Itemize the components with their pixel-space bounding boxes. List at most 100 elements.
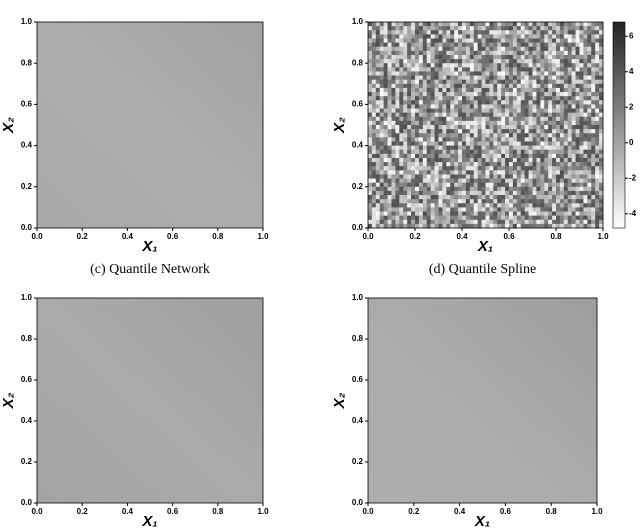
- heatmap-cell: [567, 170, 572, 175]
- heatmap-cell: [587, 129, 592, 134]
- heatmap-cell: [368, 96, 373, 101]
- heatmap-cell: [454, 71, 459, 76]
- heatmap-cell: [473, 87, 478, 93]
- heatmap-cell: [446, 79, 451, 85]
- heatmap-cell: [497, 30, 502, 35]
- heatmap-cell: [415, 59, 420, 64]
- heatmap-cell: [591, 108, 596, 113]
- heatmap-cell: [426, 219, 431, 225]
- heatmap-cell: [548, 104, 553, 109]
- heatmap-cell: [426, 170, 431, 175]
- heatmap-cell: [509, 178, 514, 183]
- heatmap-cell: [458, 22, 463, 27]
- heatmap-cell: [481, 120, 486, 126]
- heatmap-cell: [599, 157, 604, 163]
- heatmap-cell: [556, 22, 561, 27]
- heatmap-cell: [430, 195, 435, 200]
- heatmap-cell: [509, 141, 514, 146]
- heatmap-cell: [579, 87, 584, 93]
- heatmap-cell: [462, 67, 467, 72]
- heatmap-cell: [446, 108, 451, 113]
- heatmap-cell: [481, 170, 486, 175]
- heatmap-cell: [575, 174, 580, 179]
- heatmap-cell: [505, 178, 510, 183]
- heatmap-cell: [379, 50, 384, 56]
- heatmap-cell: [387, 223, 392, 229]
- heatmap-cell: [375, 38, 381, 43]
- heatmap-cell: [575, 157, 580, 163]
- heatmap-cell: [559, 141, 565, 146]
- heatmap-cell: [368, 203, 373, 208]
- heatmap-cell: [516, 137, 522, 142]
- heatmap-cell: [563, 215, 569, 221]
- heatmap-cell: [411, 178, 416, 183]
- heatmap-cell: [528, 87, 533, 93]
- heatmap-cell: [399, 149, 404, 155]
- heatmap-cell: [532, 141, 537, 146]
- heatmap-cell: [368, 50, 373, 56]
- heatmap-cell: [520, 182, 525, 188]
- heatmap-cell: [512, 42, 518, 48]
- heatmap-cell: [379, 30, 384, 35]
- heatmap-cell: [387, 203, 392, 208]
- heatmap-cell: [501, 190, 506, 196]
- heatmap-cell: [567, 178, 572, 183]
- heatmap-cell: [407, 96, 412, 101]
- heatmap-cell: [438, 215, 443, 221]
- heatmap-cell: [465, 145, 471, 151]
- heatmap-cell: [540, 223, 545, 229]
- heatmap-cell: [512, 223, 518, 229]
- heatmap-cell: [383, 203, 388, 208]
- heatmap-cell: [430, 54, 435, 60]
- heatmap-cell: [579, 112, 584, 118]
- heatmap-cell: [528, 211, 533, 216]
- heatmap-cell: [469, 38, 475, 43]
- heatmap-cell: [528, 174, 533, 179]
- heatmap-cell: [383, 207, 388, 212]
- heatmap-cell: [548, 199, 553, 204]
- heatmap-cell: [544, 59, 549, 64]
- heatmap-cell: [375, 22, 381, 27]
- heatmap-cell: [583, 215, 588, 221]
- heatmap-cell: [462, 166, 467, 171]
- heatmap-cell: [528, 63, 533, 68]
- heatmap-cell: [438, 195, 443, 200]
- heatmap-cell: [501, 26, 506, 31]
- heatmap-cell: [415, 116, 420, 122]
- heatmap-cell: [458, 54, 463, 60]
- heatmap-cell: [418, 92, 424, 97]
- heatmap-cell: [548, 190, 553, 196]
- heatmap-cell: [434, 79, 439, 85]
- heatmap-cell: [532, 50, 537, 56]
- heatmap-cell: [422, 50, 428, 56]
- heatmap-cell: [548, 211, 553, 216]
- heatmap-cell: [434, 83, 439, 89]
- heatmap-cell: [509, 190, 514, 196]
- heatmap-cell: [442, 133, 447, 138]
- heatmap-cell: [595, 157, 600, 163]
- heatmap-cell: [368, 30, 373, 35]
- heatmap-cell: [418, 67, 424, 72]
- heatmap-cell: [520, 219, 525, 225]
- heatmap-cell: [371, 223, 377, 229]
- heatmap-cell: [505, 42, 510, 48]
- heatmap-cell: [418, 195, 424, 200]
- heatmap-cell: [411, 59, 416, 64]
- x-axis-label: X₁: [141, 513, 157, 530]
- heatmap-cell: [407, 26, 412, 31]
- heatmap-cell: [579, 162, 584, 167]
- heatmap-cell: [599, 223, 604, 229]
- heatmap-cell: [415, 125, 420, 130]
- heatmap-cell: [446, 71, 451, 76]
- heatmap-cell: [462, 223, 467, 229]
- heatmap-cell: [371, 145, 377, 151]
- heatmap-cell: [442, 186, 447, 192]
- heatmap-cell: [559, 190, 565, 196]
- heatmap-cell: [379, 96, 384, 101]
- heatmap-cell: [579, 92, 584, 97]
- heatmap-cell: [446, 207, 451, 212]
- heatmap-cell: [454, 157, 459, 163]
- heatmap-cell: [465, 125, 471, 130]
- heatmap-cell: [556, 108, 561, 113]
- heatmap-cell: [454, 215, 459, 221]
